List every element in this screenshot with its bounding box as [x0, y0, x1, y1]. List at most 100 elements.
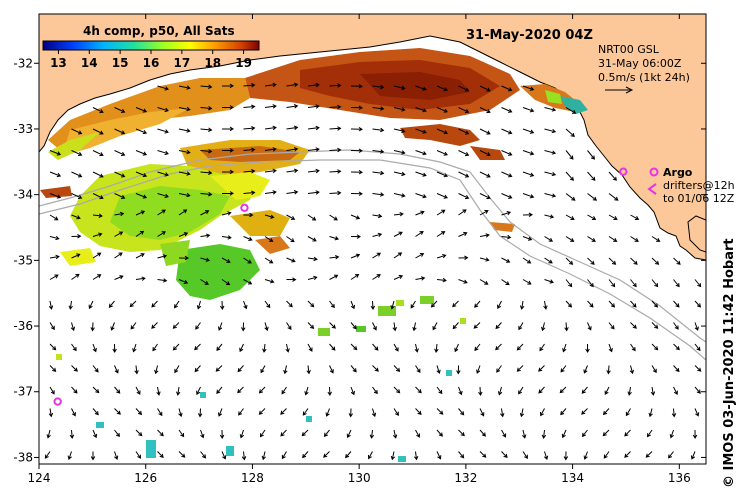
current-arrow — [49, 365, 57, 372]
current-arrow — [238, 408, 244, 416]
current-arrow — [178, 232, 189, 237]
current-arrow — [671, 408, 677, 418]
current-arrow — [108, 300, 115, 308]
current-arrow — [540, 408, 545, 417]
current-arrow — [92, 429, 98, 439]
current-arrow — [415, 365, 421, 374]
current-arrow — [393, 211, 404, 217]
current-arrow — [151, 322, 158, 329]
current-arrow — [307, 104, 320, 109]
current-arrow — [436, 107, 448, 113]
current-arrow — [92, 193, 104, 200]
current-arrow — [458, 128, 470, 135]
current-arrow — [544, 279, 554, 284]
current-arrow — [350, 343, 358, 351]
current-arrow — [496, 365, 502, 373]
current-arrow — [200, 279, 209, 285]
current-arrow — [458, 279, 468, 284]
current-arrow — [608, 171, 617, 181]
current-arrow — [286, 190, 299, 195]
current-arrow — [518, 322, 524, 331]
current-arrow — [264, 147, 277, 152]
current-arrow — [157, 209, 166, 216]
current-arrow — [283, 365, 288, 375]
current-arrow — [651, 279, 659, 288]
current-arrow — [241, 322, 246, 332]
drifter-label-line2: to 01/06 12Z — [663, 192, 735, 205]
current-arrow — [178, 429, 185, 438]
current-arrow — [178, 279, 189, 284]
current-arrow — [221, 191, 234, 196]
current-arrow — [157, 107, 169, 113]
current-arrow — [372, 213, 383, 219]
current-arrow — [174, 300, 180, 309]
current-arrow — [264, 168, 277, 174]
current-arrow — [157, 429, 164, 437]
drifter-label-line1: drifters@12h — [663, 179, 735, 192]
current-arrow — [390, 451, 396, 461]
current-arrow — [501, 85, 513, 92]
current-arrow — [200, 84, 213, 89]
current-arrow — [372, 127, 385, 133]
current-arrow — [673, 322, 679, 330]
current-arrow — [350, 253, 361, 259]
current-arrow — [458, 107, 470, 114]
current-arrow — [587, 236, 596, 242]
current-arrow — [587, 214, 597, 220]
colorbar-tick-label: 18 — [204, 56, 221, 70]
current-arrow — [221, 148, 234, 153]
current-arrow — [497, 300, 502, 309]
current-arrow — [264, 104, 277, 109]
current-arrow — [264, 279, 275, 284]
current-arrow — [92, 128, 104, 135]
argo-floats — [53, 167, 628, 406]
current-arrow — [286, 147, 299, 152]
current-arrow — [49, 274, 59, 280]
lon-tick-label: 126 — [134, 471, 157, 485]
current-arrow — [452, 322, 459, 330]
current-arrow — [436, 150, 448, 156]
current-arrow — [49, 343, 57, 351]
current-arrow — [264, 322, 269, 332]
current-arrow — [157, 278, 168, 283]
current-arrow — [372, 170, 385, 176]
current-arrow — [522, 85, 535, 91]
current-arrow — [129, 300, 137, 308]
current-arrow — [301, 429, 309, 437]
current-arrow — [243, 279, 253, 285]
current-arrow — [329, 365, 334, 374]
current-arrow — [368, 451, 373, 460]
current-arrow — [135, 386, 141, 395]
current-arrow — [219, 429, 225, 439]
current-arrow — [392, 429, 398, 439]
current-arrow — [323, 451, 330, 458]
current-arrow — [71, 253, 81, 259]
current-arrow — [350, 126, 363, 132]
current-arrow — [114, 365, 119, 374]
current-arrow — [581, 429, 588, 438]
current-arrow — [49, 254, 60, 260]
current-arrow — [178, 128, 191, 133]
current-arrow — [501, 279, 510, 286]
current-arrow — [114, 211, 125, 217]
current-scale-label: 0.5m/s (1kt 24h) — [598, 71, 690, 84]
current-arrow — [393, 274, 404, 280]
current-arrow — [372, 106, 385, 111]
current-arrow — [345, 451, 352, 459]
current-arrow — [479, 279, 489, 285]
colorbar-gradient — [42, 40, 260, 51]
current-arrow — [176, 386, 181, 396]
current-arrow — [110, 322, 115, 331]
current-arrow — [372, 322, 377, 331]
current-arrow — [114, 275, 124, 280]
current-arrow — [436, 85, 448, 92]
current-arrow — [476, 365, 481, 374]
current-arrow — [456, 365, 461, 375]
current-arrow — [286, 168, 299, 173]
current-arrow — [281, 451, 287, 460]
current-arrow — [587, 171, 596, 181]
current-arrow — [286, 104, 299, 109]
current-arrow — [516, 343, 524, 351]
current-arrow — [221, 257, 231, 263]
